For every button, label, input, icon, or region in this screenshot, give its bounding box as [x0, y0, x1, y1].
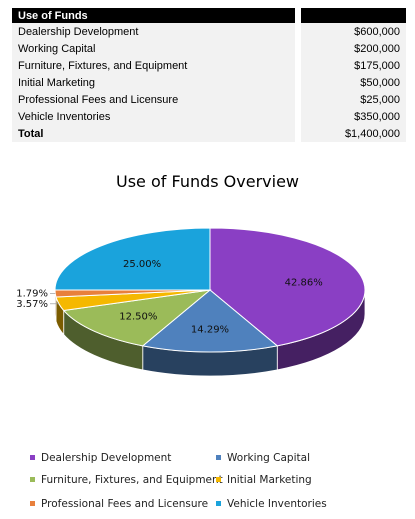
- pie-slice-5: [54, 227, 211, 291]
- row-amount: $350,000: [301, 108, 406, 125]
- pie-slice-0: [209, 227, 366, 347]
- pie-label-5: 25.00%: [123, 259, 161, 270]
- legend-label: Furniture, Fixtures, and Equipment: [41, 474, 223, 486]
- pie-data-labels: 42.86% 14.29% 12.50% 3.57%1.79% 25.00%: [16, 259, 323, 336]
- table-row: Initial Marketing $50,000: [12, 74, 406, 91]
- legend-label: Initial Marketing: [227, 474, 312, 486]
- table-row: Working Capital $200,000: [12, 40, 406, 57]
- pie-slice-1: [141, 289, 279, 353]
- row-amount: $175,000: [301, 57, 406, 74]
- pie-label-2: 12.50%: [119, 312, 157, 323]
- total-label: Total: [12, 125, 296, 142]
- pie-label-1: 14.29%: [191, 324, 229, 335]
- pie-label-0: 42.86%: [285, 277, 323, 288]
- table-row: Furniture, Fixtures, and Equipment $175,…: [12, 57, 406, 74]
- legend-label: Working Capital: [227, 452, 310, 464]
- row-amount: $600,000: [301, 23, 406, 40]
- legend-swatch: [30, 454, 35, 460]
- pie-top-faces: [54, 227, 366, 353]
- row-label: Dealership Development: [12, 23, 296, 40]
- legend-label: Dealership Development: [41, 452, 172, 464]
- use-of-funds-table: Use of Funds Dealership Development $600…: [12, 8, 406, 142]
- legend-swatch: [216, 454, 221, 460]
- legend-swatch: [216, 500, 221, 506]
- row-label: Initial Marketing: [12, 74, 296, 91]
- legend-item: Furniture, Fixtures, and Equipment: [30, 474, 223, 486]
- legend-item: Working Capital: [216, 452, 310, 464]
- pie-slice-2: [62, 289, 212, 347]
- table-row: Dealership Development $600,000: [12, 23, 406, 40]
- row-amount: $200,000: [301, 40, 406, 57]
- legend-label: Vehicle Inventories: [227, 498, 327, 510]
- table-total-row: Total $1,400,000: [12, 125, 406, 142]
- row-amount: $50,000: [301, 74, 406, 91]
- legend-item: Initial Marketing: [216, 474, 312, 486]
- pie-chart: 42.86% 14.29% 12.50% 3.57%1.79% 25.00%: [16, 227, 366, 377]
- row-label: Furniture, Fixtures, and Equipment: [12, 57, 296, 74]
- legend-item: Dealership Development: [30, 452, 171, 464]
- pie-label-4: 1.79%: [16, 288, 48, 299]
- legend-swatch: [30, 500, 35, 506]
- row-amount: $25,000: [301, 91, 406, 108]
- legend-swatch: [30, 476, 35, 482]
- table-header-label: Use of Funds: [12, 8, 296, 23]
- table-header-row: Use of Funds: [12, 8, 406, 23]
- row-label: Working Capital: [12, 40, 296, 57]
- total-amount: $1,400,000: [301, 125, 406, 142]
- legend-swatch: [216, 476, 221, 482]
- legend-item: Professional Fees and Licensure: [30, 498, 208, 510]
- table-row: Professional Fees and Licensure $25,000: [12, 91, 406, 108]
- chart-title: Use of Funds Overview: [116, 172, 299, 191]
- row-label: Vehicle Inventories: [12, 108, 296, 125]
- table-row: Vehicle Inventories $350,000: [12, 108, 406, 125]
- row-label: Professional Fees and Licensure: [12, 91, 296, 108]
- pie-label-3: 3.57%: [16, 299, 48, 310]
- pie-side-walls: [54, 289, 366, 377]
- legend-item: Vehicle Inventories: [216, 498, 327, 510]
- legend-label: Professional Fees and Licensure: [41, 498, 209, 510]
